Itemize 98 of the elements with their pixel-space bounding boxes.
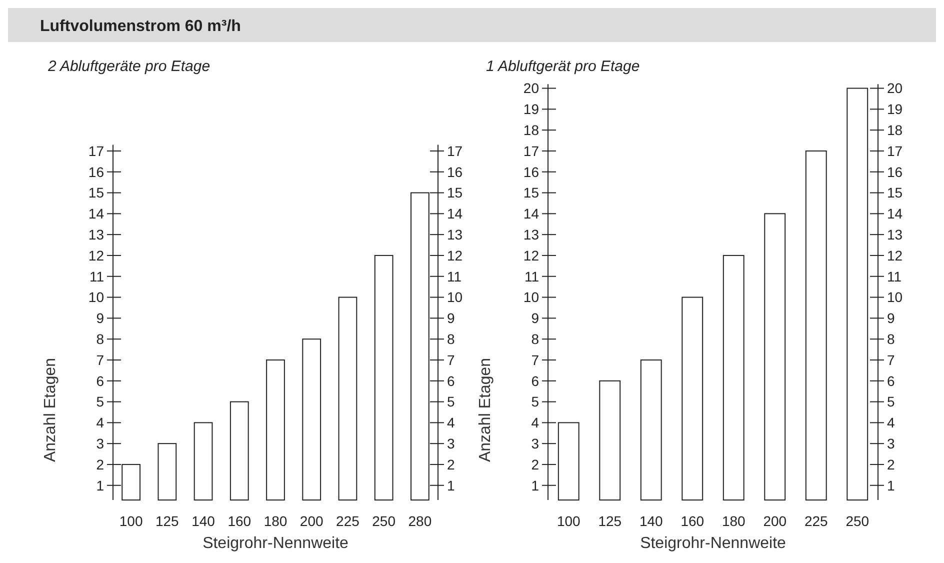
y-tick-label: 3 <box>531 435 540 452</box>
y2-tick-label: 16 <box>887 164 903 180</box>
y2-tick-label: 6 <box>447 372 455 389</box>
chart-subtitle: 1 Abluftgerät pro Etage <box>486 58 640 75</box>
x-tick-label: 125 <box>155 513 180 529</box>
y-tick-label: 12 <box>523 247 540 264</box>
y2-tick-label: 9 <box>887 310 895 326</box>
y2-tick-label: 15 <box>887 184 903 201</box>
y-tick-label: 9 <box>96 310 104 326</box>
y2-tick-label: 1 <box>887 477 895 494</box>
y-tick-label: 16 <box>523 164 540 180</box>
x-tick-label: 200 <box>763 513 787 529</box>
y-tick-label: 8 <box>531 330 540 347</box>
y2-tick-label: 16 <box>447 164 463 180</box>
y-tick-label: 1 <box>531 477 540 494</box>
x-tick-label: 180 <box>722 513 746 529</box>
y2-tick-label: 14 <box>887 206 903 222</box>
y2-tick-label: 17 <box>447 142 463 159</box>
x-axis-title: Steigrohr-Nennweite <box>640 535 786 552</box>
y2-tick-label: 12 <box>447 247 463 264</box>
x-tick-label: 225 <box>336 513 360 529</box>
x-tick-label: 280 <box>408 513 432 529</box>
x-tick-label: 100 <box>556 513 581 529</box>
y2-tick-label: 10 <box>447 289 463 306</box>
y-tick-label: 15 <box>88 184 104 201</box>
y2-tick-label: 8 <box>447 330 455 347</box>
x-tick-label: 100 <box>119 513 143 529</box>
y2-tick-label: 12 <box>887 247 903 264</box>
x-tick-label: 180 <box>264 513 288 529</box>
y2-tick-label: 11 <box>447 268 462 284</box>
y-tick-label: 8 <box>96 330 104 347</box>
y2-tick-label: 2 <box>447 456 455 472</box>
y2-tick-label: 11 <box>887 268 902 284</box>
chart-title: Luftvolumenstrom 60 m³/h <box>40 18 241 35</box>
y2-tick-label: 13 <box>887 226 903 242</box>
y-tick-label: 9 <box>531 310 540 326</box>
y-tick-label: 1 <box>96 477 104 494</box>
y2-tick-label: 17 <box>887 142 903 159</box>
y-axis-title: Anzahl Etagen <box>42 358 59 462</box>
y2-tick-label: 3 <box>887 435 895 452</box>
y2-tick-label: 18 <box>887 122 903 138</box>
y-tick-label: 17 <box>88 142 104 159</box>
x-tick-label: 200 <box>300 513 324 529</box>
x-tick-label: 160 <box>680 513 704 529</box>
y-tick-label: 5 <box>96 394 104 410</box>
y2-tick-label: 10 <box>887 289 903 306</box>
x-tick-label: 140 <box>639 513 664 529</box>
y-tick-label: 2 <box>531 456 540 472</box>
y2-tick-label: 5 <box>887 394 895 410</box>
chart-subtitle: 2 Abluftgeräte pro Etage <box>47 58 210 75</box>
y-tick-label: 12 <box>88 247 104 264</box>
y-tick-label: 14 <box>88 206 104 222</box>
y-tick-label: 17 <box>523 142 540 159</box>
y-tick-label: 16 <box>88 164 104 180</box>
x-axis-title: Steigrohr-Nennweite <box>202 535 349 552</box>
y2-tick-label: 15 <box>447 184 463 201</box>
y2-tick-label: 3 <box>447 435 455 452</box>
y-tick-label: 5 <box>531 394 540 410</box>
y-tick-label: 6 <box>96 372 104 389</box>
y2-tick-label: 6 <box>887 372 895 389</box>
y-tick-label: 20 <box>523 80 540 96</box>
y-tick-label: 11 <box>89 268 104 284</box>
x-tick-label: 250 <box>846 513 870 529</box>
y-axis-title: Anzahl Etagen <box>477 358 494 462</box>
y-tick-label: 13 <box>88 226 104 242</box>
x-tick-label: 225 <box>804 513 828 529</box>
y2-tick-label: 1 <box>447 477 455 494</box>
y-tick-label: 7 <box>531 352 540 368</box>
y2-tick-label: 4 <box>887 414 895 431</box>
y-tick-label: 3 <box>96 435 104 452</box>
y2-tick-label: 19 <box>887 101 903 118</box>
y2-tick-label: 7 <box>887 352 895 368</box>
y2-tick-label: 2 <box>887 456 895 472</box>
y2-tick-label: 4 <box>447 414 455 431</box>
y2-tick-label: 20 <box>887 80 903 96</box>
y-tick-label: 19 <box>523 101 540 118</box>
y-tick-label: 2 <box>96 456 104 472</box>
y-tick-label: 10 <box>523 289 540 306</box>
y-tick-label: 14 <box>523 206 540 222</box>
y-tick-label: 4 <box>531 414 540 431</box>
y2-tick-label: 8 <box>887 330 895 347</box>
y-tick-label: 4 <box>96 414 104 431</box>
y-tick-label: 11 <box>524 268 540 284</box>
x-tick-label: 250 <box>372 513 396 529</box>
y2-tick-label: 5 <box>447 394 455 410</box>
x-tick-label: 140 <box>192 513 216 529</box>
y-tick-label: 18 <box>523 122 540 138</box>
y2-tick-label: 9 <box>447 310 455 326</box>
y2-tick-label: 14 <box>447 206 463 222</box>
x-tick-label: 160 <box>228 513 252 529</box>
y-tick-label: 15 <box>523 184 540 201</box>
y2-tick-label: 7 <box>447 352 455 368</box>
x-tick-label: 125 <box>598 513 622 529</box>
y-tick-label: 6 <box>531 372 540 389</box>
y-tick-label: 13 <box>523 226 540 242</box>
y2-tick-label: 13 <box>447 226 463 242</box>
y-tick-label: 7 <box>96 352 104 368</box>
y-tick-label: 10 <box>88 289 104 306</box>
